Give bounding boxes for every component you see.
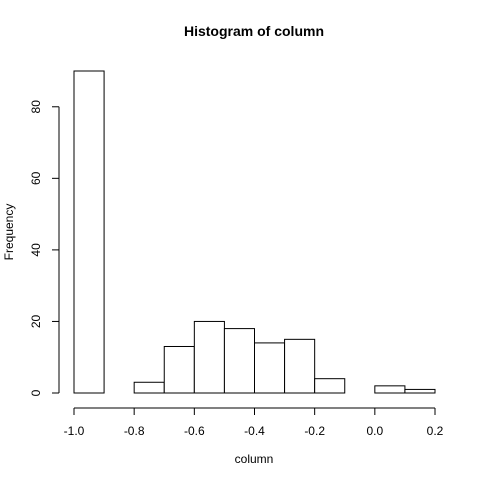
y-tick-label-0: 0	[29, 389, 43, 396]
x-axis-label: column	[235, 452, 274, 466]
x-tick-label-1: -0.8	[124, 424, 145, 438]
y-tick-label-2: 40	[29, 243, 43, 257]
histogram-bar-11	[404, 388, 436, 394]
x-tick-label-6: 0.2	[427, 424, 444, 438]
y-tick-label-3: 60	[29, 171, 43, 185]
y-tick-label-4: 80	[29, 100, 43, 114]
chart-title: Histogram of column	[184, 23, 324, 39]
y-tick-label-1: 20	[29, 314, 43, 328]
histogram-bar-5	[223, 328, 256, 394]
histogram-bar-7	[284, 338, 316, 394]
x-axis: -1.0 -0.8 -0.6 -0.4 -0.2 0.0 0.2	[64, 407, 444, 438]
y-axis: 0 20 40 60 80	[29, 100, 60, 396]
histogram-bar-0	[73, 70, 105, 394]
histogram-bar-6	[254, 342, 286, 394]
histogram-bar-8	[314, 378, 346, 394]
y-axis-label: Frequency	[2, 204, 16, 261]
x-tick-label-2: -0.6	[184, 424, 205, 438]
x-tick-label-5: 0.0	[366, 424, 383, 438]
histogram-bar-10	[374, 385, 406, 394]
x-tick-label-3: -0.4	[244, 424, 265, 438]
histogram-bar-3	[163, 345, 195, 394]
histogram-bar-2	[133, 381, 165, 394]
x-tick-label-4: -0.2	[304, 424, 325, 438]
x-tick-label-0: -1.0	[64, 424, 85, 438]
bars-group	[73, 70, 436, 394]
histogram-bar-4	[193, 320, 225, 394]
